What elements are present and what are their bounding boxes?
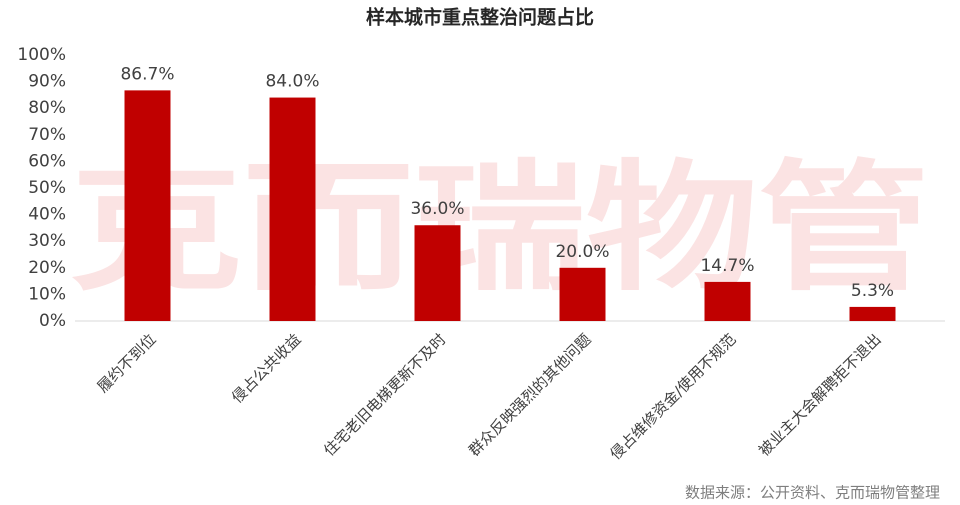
x-tick-label: 侵占公共收益 xyxy=(228,330,304,406)
y-tick-label: 10% xyxy=(28,284,66,304)
value-label: 14.7% xyxy=(700,256,754,276)
bar xyxy=(704,281,751,321)
value-label: 5.3% xyxy=(851,281,894,301)
y-tick-label: 90% xyxy=(28,72,66,92)
y-tick-label: 80% xyxy=(28,98,66,118)
source-note: 数据来源：公开资料、克而瑞物管整理 xyxy=(685,484,940,502)
y-tick-label: 70% xyxy=(28,125,66,145)
x-tick-label: 侵占维修资金/使用不规范 xyxy=(607,330,740,463)
bar xyxy=(559,267,606,321)
y-tick-label: 40% xyxy=(28,205,66,225)
x-tick-label: 履约不到位 xyxy=(94,330,160,396)
chart-title: 样本城市重点整治问题占比 xyxy=(366,6,594,29)
watermark: 克而瑞物管 xyxy=(70,148,930,311)
y-tick-label: 20% xyxy=(28,258,66,278)
bar xyxy=(849,306,896,321)
y-tick-label: 60% xyxy=(28,151,66,171)
x-tick-label: 被业主大会解聘拒不退出 xyxy=(755,330,884,459)
y-tick-label: 0% xyxy=(39,311,66,331)
bar xyxy=(269,97,316,321)
x-tick-label: 群众反映强烈的其他问题 xyxy=(465,330,594,459)
bar xyxy=(414,225,461,321)
bar xyxy=(124,90,171,322)
value-label: 36.0% xyxy=(410,199,464,219)
y-tick-label: 30% xyxy=(28,231,66,251)
y-tick-label: 100% xyxy=(17,45,66,65)
value-label: 20.0% xyxy=(555,242,609,262)
x-tick-label: 住宅老旧电梯更新不及时 xyxy=(320,330,449,459)
value-label: 84.0% xyxy=(265,72,319,92)
y-tick-label: 50% xyxy=(28,178,66,198)
value-label: 86.7% xyxy=(120,64,174,84)
